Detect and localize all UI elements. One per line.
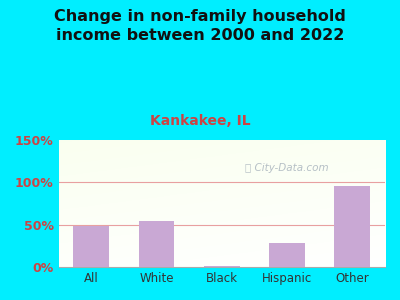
Bar: [204, 266, 240, 267]
Bar: [138, 221, 174, 267]
Bar: [73, 226, 109, 267]
Bar: [334, 186, 370, 267]
Bar: [269, 243, 305, 267]
Text: ⓘ City-Data.com: ⓘ City-Data.com: [245, 163, 329, 173]
Text: Change in non-family household
income between 2000 and 2022: Change in non-family household income be…: [54, 9, 346, 43]
Text: Kankakee, IL: Kankakee, IL: [150, 114, 250, 128]
